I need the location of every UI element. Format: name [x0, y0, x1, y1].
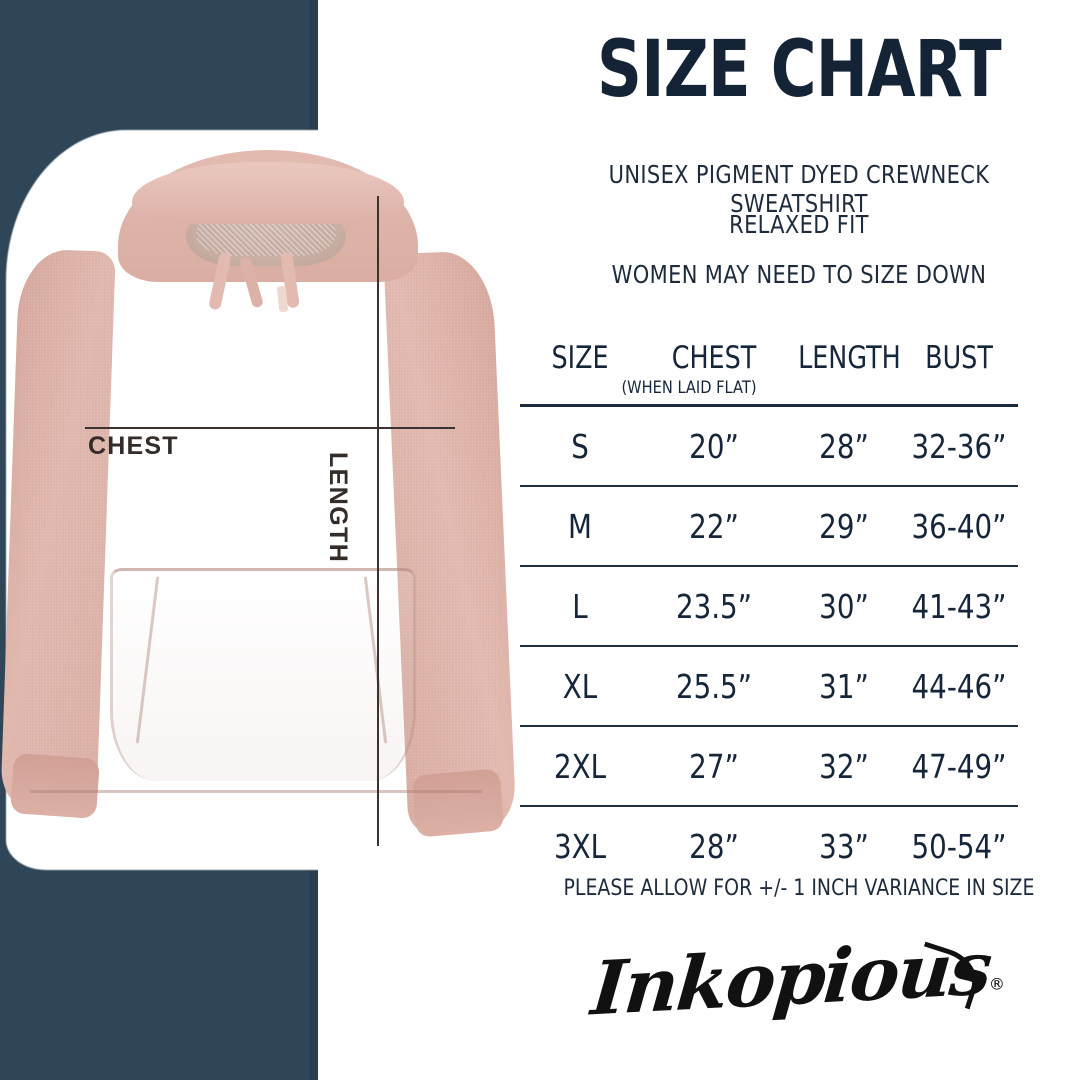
cell-length: 32” — [819, 746, 869, 786]
length-measure-line — [377, 196, 379, 846]
cell-bust: 47-49” — [911, 746, 1007, 786]
chest-measure-line — [85, 427, 455, 429]
garment-hem — [30, 790, 482, 851]
column-header-sublabel: (WHEN LAID FLAT) — [621, 378, 757, 398]
table-rule-header — [520, 404, 1018, 407]
cell-chest: 22” — [689, 506, 739, 546]
table-row: 2XL 27” 32” 47-49” — [520, 727, 1018, 805]
subtitle-product: UNISEX PIGMENT DYED CREWNECK SWEATSHIRT — [608, 160, 990, 218]
variance-note: PLEASE ALLOW FOR +/- 1 INCH VARIANCE IN … — [563, 876, 1035, 901]
cell-length: 33” — [819, 826, 869, 866]
size-table: SIZE CHEST LENGTH BUST (WHEN LAID FLAT) … — [520, 320, 1080, 885]
cell-bust: 50-54” — [911, 826, 1007, 866]
garment-hood-roll — [132, 162, 404, 224]
product-photo: CHEST LENGTH — [0, 0, 520, 1080]
cell-bust: 36-40” — [911, 506, 1007, 546]
cell-chest: 23.5” — [675, 586, 753, 626]
table-rule — [520, 485, 1018, 487]
cell-size: M — [568, 506, 592, 546]
cell-bust: 44-46” — [911, 666, 1007, 706]
cell-size: 3XL — [553, 826, 607, 866]
column-header-bust: BUST — [925, 340, 993, 376]
table-header-row: SIZE CHEST LENGTH BUST — [520, 320, 1018, 376]
brand-logo: Inkopious® — [518, 926, 1080, 1048]
cell-bust: 32-36” — [911, 426, 1007, 466]
table-row: L 23.5” 30” 41-43” — [520, 567, 1018, 645]
table-rule — [520, 725, 1018, 727]
cell-length: 31” — [819, 666, 869, 706]
column-header-size: SIZE — [551, 340, 609, 376]
column-header-chest: CHEST — [671, 340, 757, 376]
cell-size: XL — [562, 666, 598, 706]
table-row: 3XL 28” 33” 50-54” — [520, 807, 1018, 885]
cell-chest: 27” — [689, 746, 739, 786]
subtitle-fit: RELAXED FIT — [729, 210, 869, 239]
table-rule — [520, 645, 1018, 647]
cell-length: 30” — [819, 586, 869, 626]
cell-length: 28” — [819, 426, 869, 466]
column-header-length: LENGTH — [798, 340, 901, 376]
cell-size: L — [572, 586, 588, 626]
table-row: XL 25.5” 31” 44-46” — [520, 647, 1018, 725]
size-chart-panel: SIZE CHART UNISEX PIGMENT DYED CREWNECK … — [518, 0, 1080, 1080]
garment-kangaroo-pocket — [110, 568, 416, 781]
cell-chest: 20” — [689, 426, 739, 466]
table-row: S 20” 28” 32-36” — [520, 407, 1018, 485]
registered-trademark-icon: ® — [988, 974, 1005, 994]
cell-bust: 41-43” — [911, 586, 1007, 626]
cell-length: 29” — [819, 506, 869, 546]
length-measure-label: LENGTH — [324, 452, 352, 564]
cell-chest: 25.5” — [675, 666, 753, 706]
table-rule — [520, 565, 1018, 567]
page-title: SIZE CHART — [597, 25, 1002, 115]
cell-chest: 28” — [689, 826, 739, 866]
chest-measure-label: CHEST — [88, 432, 179, 460]
cell-size: S — [571, 426, 589, 466]
table-rule — [520, 805, 1018, 807]
cell-size: 2XL — [553, 746, 607, 786]
subtitle-sizing-advice: WOMEN MAY NEED TO SIZE DOWN — [611, 260, 987, 289]
table-row: M 22” 29” 36-40” — [520, 487, 1018, 565]
